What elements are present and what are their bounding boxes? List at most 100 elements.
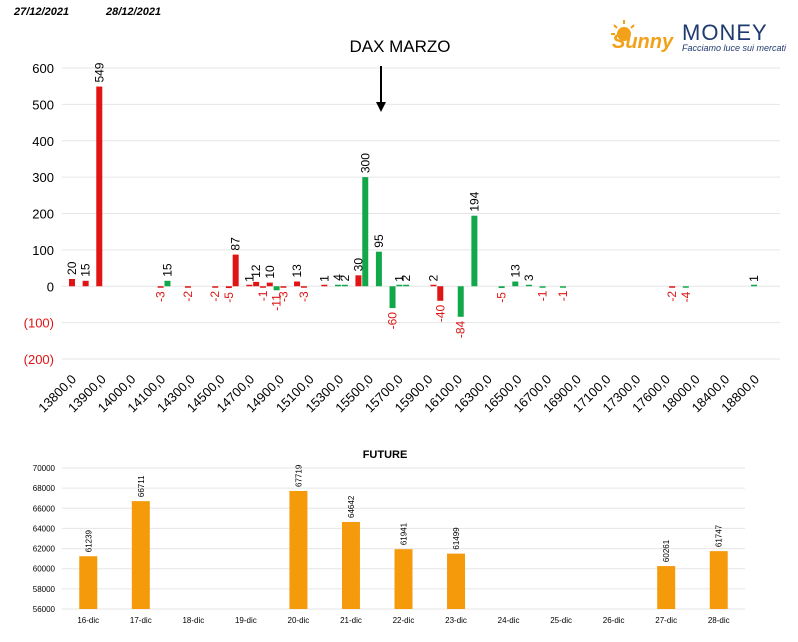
- bar: [212, 286, 219, 288]
- data-label: 1: [392, 275, 406, 282]
- main-y-axis: 600 500 400 300 200 100 0 (100) (200): [24, 61, 54, 367]
- data-label: 15: [79, 263, 93, 277]
- data-label: 20: [65, 261, 79, 275]
- data-label: 61239: [84, 529, 93, 552]
- bar: [498, 286, 505, 289]
- data-label: -1: [256, 290, 270, 301]
- future-y-axis: 70000 68000 66000 64000 62000 60000 58000 56000: [33, 464, 56, 614]
- main-x-axis: 13800,013900,014000,014100,014300,014500…: [35, 372, 762, 416]
- data-label: -2: [208, 291, 222, 302]
- data-label: -40: [433, 304, 447, 322]
- bar: [375, 251, 382, 287]
- bar: [79, 556, 98, 609]
- data-label: 10: [263, 265, 277, 279]
- bar: [246, 284, 253, 287]
- y-tick-label: 500: [32, 97, 54, 112]
- logo-word-money: MONEY: [682, 20, 768, 45]
- bar: [362, 177, 369, 287]
- data-label: 1: [317, 275, 331, 282]
- bar: [273, 286, 280, 291]
- data-label: 15: [160, 263, 174, 277]
- bar: [157, 286, 164, 288]
- bar: [321, 284, 328, 287]
- bar: [225, 286, 232, 289]
- data-label: 4: [331, 274, 345, 281]
- bar: [131, 501, 150, 609]
- x-tick-label: 17-dic: [130, 616, 152, 625]
- y-tick-label: 600: [32, 61, 54, 76]
- y-tick-label: 70000: [33, 464, 56, 473]
- bar: [266, 282, 273, 287]
- bar: [355, 275, 362, 287]
- y-tick-label: 56000: [33, 605, 56, 614]
- bar: [300, 286, 307, 288]
- x-tick-label: 26-dic: [603, 616, 625, 625]
- bar: [394, 549, 413, 609]
- main-bars: [69, 86, 757, 317]
- data-label: 61499: [452, 527, 461, 550]
- data-label: 1: [747, 275, 761, 282]
- bar: [334, 284, 341, 287]
- future-chart: FUTURE 70000 68000 66000 64000 62000 60000 580…: [33, 449, 745, 625]
- bar: [184, 286, 191, 288]
- bar: [289, 490, 308, 609]
- data-label: 12: [249, 264, 263, 278]
- future-x-axis: 16-dic 17-dic 18-dic 19-dic 20-dic 21-dic 22-d…: [77, 616, 729, 625]
- data-label: 13: [290, 264, 304, 278]
- bar: [294, 281, 301, 287]
- data-label: -3: [276, 291, 290, 302]
- bar: [403, 284, 410, 287]
- data-label: 61941: [400, 522, 409, 545]
- bar: [512, 281, 519, 287]
- x-tick-label: 27-dic: [655, 616, 677, 625]
- data-label: -1: [556, 290, 570, 301]
- data-label: 1: [242, 275, 256, 282]
- y-tick-label: 68000: [33, 484, 56, 493]
- bar: [96, 86, 103, 287]
- bar: [682, 286, 689, 288]
- sun-icon: [611, 20, 635, 41]
- bar: [669, 286, 676, 288]
- data-label: 13: [508, 264, 522, 278]
- data-label: 61747: [715, 524, 724, 547]
- x-tick-label: 19-dic: [235, 616, 257, 625]
- x-tick-label: 21-dic: [340, 616, 362, 625]
- bar: [232, 254, 239, 287]
- data-label: -2: [181, 291, 195, 302]
- bar: [709, 551, 728, 609]
- future-data-labels: 61239 66711 67719 64642 61941 61499 60261 61747: [84, 464, 723, 562]
- data-label: -60: [386, 312, 400, 330]
- date-right: 28/12/2021: [106, 6, 162, 18]
- bar: [396, 284, 403, 287]
- x-tick-label: 28-dic: [708, 616, 730, 625]
- y-tick-label: 64000: [33, 524, 56, 533]
- future-chart-title: FUTURE: [363, 449, 408, 461]
- data-label: -5: [495, 292, 509, 303]
- data-label: -2: [665, 291, 679, 302]
- data-label: -5: [222, 292, 236, 303]
- x-tick-label: 20-dic: [288, 616, 310, 625]
- data-label: 64642: [347, 495, 356, 518]
- y-tick-label: 200: [32, 207, 54, 222]
- y-tick-label: (200): [24, 352, 54, 367]
- data-label: 30: [351, 258, 365, 272]
- data-label: 194: [467, 191, 481, 211]
- y-tick-label: 100: [32, 243, 54, 258]
- logo-tagline: Facciamo luce sui mercati: [682, 43, 787, 53]
- x-tick-label: 23-dic: [445, 616, 467, 625]
- y-tick-label: 400: [32, 134, 54, 149]
- data-label: -1: [536, 290, 550, 301]
- x-tick-label: 16-dic: [77, 616, 99, 625]
- bar: [253, 281, 260, 287]
- x-tick-label: 24-dic: [498, 616, 520, 625]
- bar: [525, 284, 532, 287]
- data-label: 3: [522, 274, 536, 281]
- data-label: 60261: [662, 539, 671, 562]
- future-gridlines: [62, 467, 745, 610]
- bar: [539, 286, 546, 288]
- bar: [82, 280, 89, 287]
- data-label: 300: [358, 153, 372, 173]
- data-label: 95: [372, 234, 386, 248]
